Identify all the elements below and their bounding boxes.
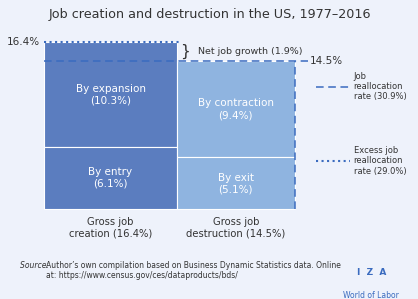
Text: Job
reallocation
rate (30.9%): Job reallocation rate (30.9%)	[354, 72, 406, 101]
Text: Excess job
reallocation
rate (29.0%): Excess job reallocation rate (29.0%)	[354, 146, 406, 176]
Bar	[44, 42, 177, 147]
Text: By entry
(6.1%): By entry (6.1%)	[89, 167, 133, 189]
Bar	[44, 147, 177, 209]
Text: Source:: Source:	[20, 260, 52, 269]
Text: By exit
(5.1%): By exit (5.1%)	[218, 173, 254, 194]
Text: By contraction
(9.4%): By contraction (9.4%)	[198, 98, 274, 120]
Bar	[177, 61, 295, 157]
Bar	[177, 157, 295, 209]
Text: Net job growth (1.9%): Net job growth (1.9%)	[198, 47, 302, 56]
Text: 14.5%: 14.5%	[310, 56, 344, 66]
Text: Author’s own compilation based on Business Dynamic Statistics data. Online
at: h: Author’s own compilation based on Busine…	[46, 260, 341, 280]
Text: World of Labor: World of Labor	[344, 291, 399, 299]
Text: Gross job
destruction (14.5%): Gross job destruction (14.5%)	[186, 217, 285, 239]
Text: I  Z  A: I Z A	[357, 268, 386, 277]
Text: Job creation and destruction in the US, 1977–2016: Job creation and destruction in the US, …	[48, 8, 371, 22]
Text: By expansion
(10.3%): By expansion (10.3%)	[76, 84, 145, 105]
Text: Gross job
creation (16.4%): Gross job creation (16.4%)	[69, 217, 152, 239]
Text: }: }	[180, 44, 190, 59]
Text: 16.4%: 16.4%	[7, 37, 40, 47]
